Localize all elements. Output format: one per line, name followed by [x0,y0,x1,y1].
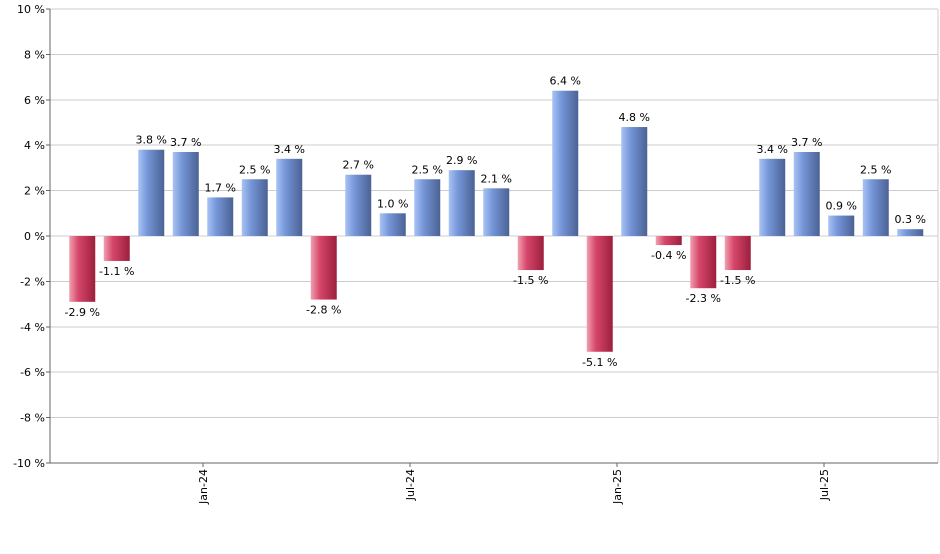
bar-positive [138,149,165,236]
bar-positive [897,229,924,236]
x-tick-label: Jan-24 [197,469,210,505]
bar-value-label: 4.8 % [619,111,650,124]
x-tick-label: Jan-25 [611,469,624,505]
x-tick-label: Jul-24 [404,469,417,501]
bar-value-label: 0.9 % [826,200,857,213]
bar-value-label: -0.4 % [651,249,686,262]
bar-positive [345,174,372,236]
bar-positive [828,215,855,236]
x-axis-tick-labels: Jan-24 Jul-24 Jan-25 Jul-25 [197,469,831,505]
y-tick-label: 10 % [17,3,45,16]
axes [46,8,938,467]
y-tick-label: -6 % [20,366,45,379]
y-tick-label: 8 % [24,48,45,61]
bar-negative [690,236,717,289]
bar-value-label: -1.1 % [99,265,134,278]
bar-value-label: 0.3 % [895,213,926,226]
bar-value-label: 3.4 % [274,143,305,156]
bar-positive [483,188,510,236]
bars [69,90,924,352]
y-tick-label: 2 % [24,185,45,198]
bar-value-label: 3.4 % [757,143,788,156]
bar-negative [103,236,130,261]
y-tick-label: -2 % [20,275,45,288]
bar-value-label: -2.3 % [686,292,721,305]
bar-positive [379,213,406,236]
bar-value-label: 6.4 % [550,75,581,88]
bar-value-label: 2.9 % [446,154,477,167]
bar-value-label: -2.9 % [65,306,100,319]
bar-value-label: -1.5 % [513,274,548,287]
bar-value-label: 1.0 % [377,197,408,210]
bar-value-label: 2.1 % [481,172,512,185]
bar-value-label: -5.1 % [582,356,617,369]
bar-value-label: 3.7 % [170,136,201,149]
y-tick-label: 0 % [24,230,45,243]
bar-positive [552,90,579,236]
bar-negative [310,236,337,300]
bar-value-label: 2.7 % [343,159,374,172]
bar-value-label: 2.5 % [239,163,270,176]
bar-value-label: 3.7 % [791,136,822,149]
bar-positive [241,179,268,236]
bar-negative [655,236,682,246]
bar-positive [862,179,889,236]
y-tick-label: -4 % [20,321,45,334]
bar-positive [793,152,820,236]
bar-value-label: -1.5 % [720,274,755,287]
y-tick-label: -10 % [13,457,45,470]
bar-value-label: 1.7 % [205,181,236,194]
x-tick-label: Jul-25 [818,469,831,501]
bar-positive [172,152,199,236]
bar-negative [724,236,751,271]
bar-negative [517,236,544,271]
bar-value-label: -2.8 % [306,304,341,317]
y-axis-tick-labels: 10 % 8 % 6 % 4 % 2 % 0 % -2 % -4 % -6 % -8 % -10 % [13,3,45,470]
bar-negative [69,236,96,302]
bar-positive [207,197,234,236]
bar-value-labels: -2.9 %-1.1 %3.8 % 3.7 %1.7 %2.5 %3.4 %-2.… [65,75,926,369]
bar-positive [759,158,786,236]
bar-positive [414,179,441,236]
y-tick-label: 4 % [24,139,45,152]
bar-value-label: 3.8 % [136,134,167,147]
y-tick-label: 6 % [24,94,45,107]
bar-positive [621,127,648,236]
bar-value-label: 2.5 % [860,163,891,176]
y-tick-label: -8 % [20,412,45,425]
bar-positive [448,170,475,236]
bar-value-label: 2.5 % [412,163,443,176]
bar-negative [586,236,613,352]
bar-positive [276,158,303,236]
